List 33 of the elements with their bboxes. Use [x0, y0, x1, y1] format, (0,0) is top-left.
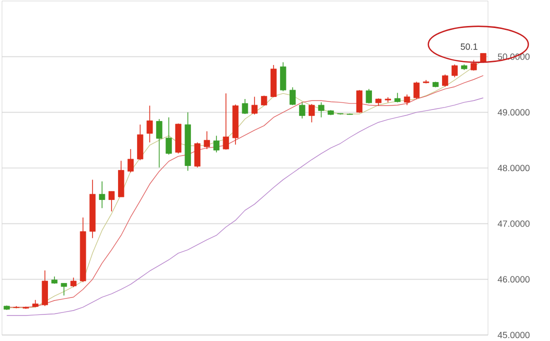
- candlestick: [242, 98, 248, 114]
- candlestick: [290, 86, 296, 106]
- candlestick: [99, 180, 106, 208]
- candlestick: [128, 148, 134, 173]
- candlestick: [70, 277, 77, 288]
- candlestick: [452, 64, 458, 78]
- candlestick: [222, 93, 229, 150]
- candlestick: [394, 92, 401, 103]
- y-tick-label: 49.0000: [498, 109, 530, 116]
- candlestick: [404, 94, 410, 106]
- candlestick: [356, 90, 362, 114]
- candlestick: [156, 118, 162, 168]
- candlestick: [280, 62, 286, 92]
- candlestick: [108, 190, 115, 212]
- candlestick: [194, 142, 200, 168]
- candlestick: [366, 88, 372, 104]
- candlestick: [442, 74, 448, 88]
- candlestick: [166, 116, 172, 156]
- candlestick: [204, 130, 210, 150]
- candlestick: [308, 104, 315, 123]
- candlestick: [251, 96, 258, 115]
- candlestick: [213, 135, 220, 153]
- y-tick-label: 46.0000: [498, 276, 530, 283]
- annotation: 50.1: [460, 43, 478, 50]
- y-tick-label: 47.0000: [498, 220, 530, 227]
- candlestick: [146, 105, 153, 143]
- candlestick: [413, 81, 420, 100]
- y-tick-label: 45.0000: [498, 332, 530, 338]
- y-tick-label: 48.0000: [498, 164, 530, 172]
- candlestick: [318, 102, 324, 118]
- candlestick: [299, 102, 306, 119]
- candlestick: [60, 282, 67, 296]
- candlestick: [42, 270, 48, 306]
